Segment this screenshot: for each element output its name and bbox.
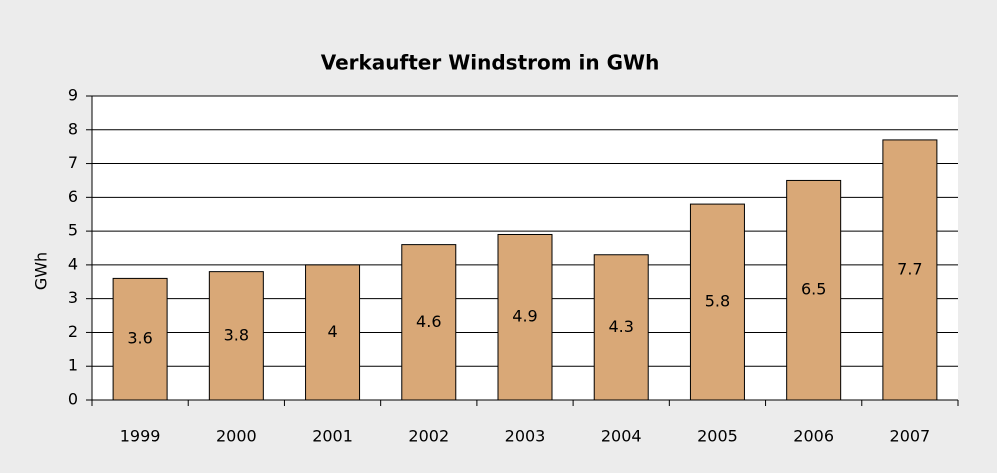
y-tick-label: 6	[68, 187, 78, 206]
x-tick-label: 2004	[601, 427, 642, 446]
y-tick-label: 7	[68, 153, 78, 172]
y-tick-label: 4	[68, 254, 78, 273]
x-tick-label: 1999	[120, 427, 161, 446]
y-axis-label: GWh	[32, 252, 51, 290]
data-label: 5.8	[705, 292, 730, 311]
bar	[112, 277, 168, 401]
x-tick-label: 2001	[312, 427, 353, 446]
y-tick-label: 8	[68, 119, 78, 138]
x-tick-label: 2005	[697, 427, 738, 446]
bar	[305, 264, 361, 401]
data-label: 7.7	[897, 259, 922, 278]
data-label: 4.3	[608, 317, 633, 336]
x-tick-label: 2006	[793, 427, 834, 446]
y-tick-label: 9	[68, 86, 78, 105]
y-tick-label: 0	[68, 390, 78, 409]
data-label: 4	[327, 322, 337, 341]
y-tick-label: 3	[68, 288, 78, 307]
bar	[786, 179, 842, 401]
bar	[882, 139, 938, 401]
chart-title: Verkaufter Windstrom in GWh	[321, 51, 660, 75]
x-tick-label: 2007	[890, 427, 931, 446]
bar	[689, 203, 745, 401]
y-tick-label: 5	[68, 221, 78, 240]
x-tick-label: 2002	[408, 427, 449, 446]
x-tick-label: 2003	[505, 427, 546, 446]
data-label: 6.5	[801, 280, 826, 299]
data-label: 3.6	[127, 329, 152, 348]
bar	[593, 254, 649, 401]
y-tick-label: 2	[68, 322, 78, 341]
data-label: 4.9	[512, 307, 537, 326]
data-label: 4.6	[416, 312, 441, 331]
y-tick-label: 1	[68, 356, 78, 375]
bar	[208, 271, 264, 401]
x-tick-label: 2000	[216, 427, 257, 446]
bar	[401, 244, 457, 401]
data-label: 3.8	[224, 325, 249, 344]
bar	[497, 233, 553, 401]
